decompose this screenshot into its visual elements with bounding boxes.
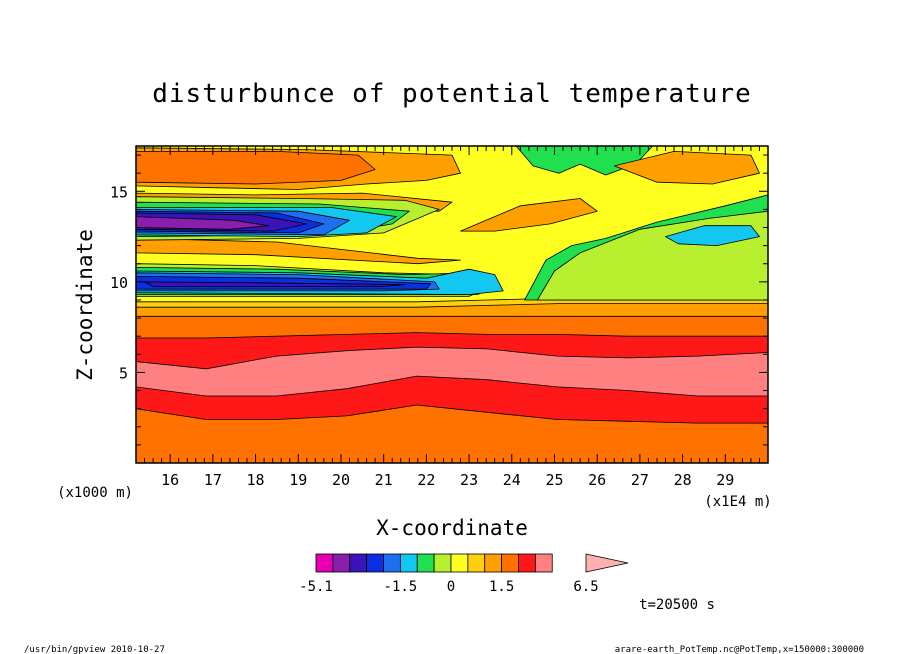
x-axis-unit: (x1E4 m) [704, 494, 771, 510]
colorbar-tick-label: 1.5 [489, 579, 514, 595]
colorbar-segment [366, 553, 384, 573]
y-tick-label: 10 [110, 274, 128, 292]
colorbar-segment [450, 553, 469, 573]
y-axis-unit: (x1000 m) [57, 485, 133, 501]
timestamp-label: t=20500 s [639, 597, 715, 613]
region-orange-top-left [135, 150, 376, 185]
x-tick-label: 29 [716, 471, 734, 489]
footer-left: /usr/bin/gpview 2010-10-27 [24, 645, 165, 654]
plot-area [135, 145, 769, 464]
x-tick-label: 27 [631, 471, 649, 489]
x-tick-label: 23 [460, 471, 478, 489]
x-tick-label: 24 [503, 471, 521, 489]
colorbar-segment [349, 553, 368, 573]
axis-ticks: 16 17 18 19 20 21 22 23 24 25 26 27 28 29 5 10 15 [110, 146, 769, 489]
region-amber-top-right [613, 150, 760, 185]
colorbar-segment [332, 553, 351, 573]
x-tick-label: 16 [161, 471, 179, 489]
footer-right: arare-earth_PotTemp.nc@PotTemp,x=150000:… [615, 645, 864, 654]
region-navy-lower [144, 281, 406, 287]
colorbar-tick-label: 0 [447, 579, 455, 595]
colorbar-segment [467, 553, 486, 573]
colorbar: -5.1 -1.5 0 1.5 6.5 [299, 553, 629, 595]
y-tick-label: 15 [110, 183, 128, 201]
x-tick-label: 28 [674, 471, 692, 489]
y-axis-label: Z-coordinate [73, 229, 97, 381]
region-cyan-right [665, 225, 760, 247]
colorbar-segment [518, 553, 536, 573]
x-tick-label: 21 [375, 471, 393, 489]
colorbar-tick-label: -5.1 [299, 579, 333, 595]
colorbar-segment [484, 553, 503, 573]
x-tick-label: 19 [289, 471, 307, 489]
x-tick-label: 18 [247, 471, 265, 489]
colorbar-segment [501, 553, 519, 573]
colorbar-segment [416, 553, 435, 573]
x-axis-label: X-coordinate [376, 516, 528, 540]
colorbar-arrow [585, 553, 629, 573]
colorbar-tick-label: -1.5 [384, 579, 418, 595]
colorbar-segment [534, 553, 553, 573]
colorbar-segment [433, 553, 452, 573]
x-tick-label: 26 [588, 471, 606, 489]
colorbar-segment [399, 553, 418, 573]
colorbar-segment [383, 553, 401, 573]
x-tick-label: 20 [332, 471, 350, 489]
colorbar-tick-label: 6.5 [573, 579, 598, 595]
region-amber-center [460, 198, 598, 232]
region-amber-mid-left [135, 237, 461, 265]
y-tick-label: 5 [119, 364, 128, 382]
colorbar-segment [315, 553, 334, 573]
chart-title: disturbunce of potential temperature [152, 79, 752, 109]
x-tick-label: 22 [417, 471, 435, 489]
x-tick-label: 17 [204, 471, 222, 489]
x-tick-label: 25 [545, 471, 563, 489]
